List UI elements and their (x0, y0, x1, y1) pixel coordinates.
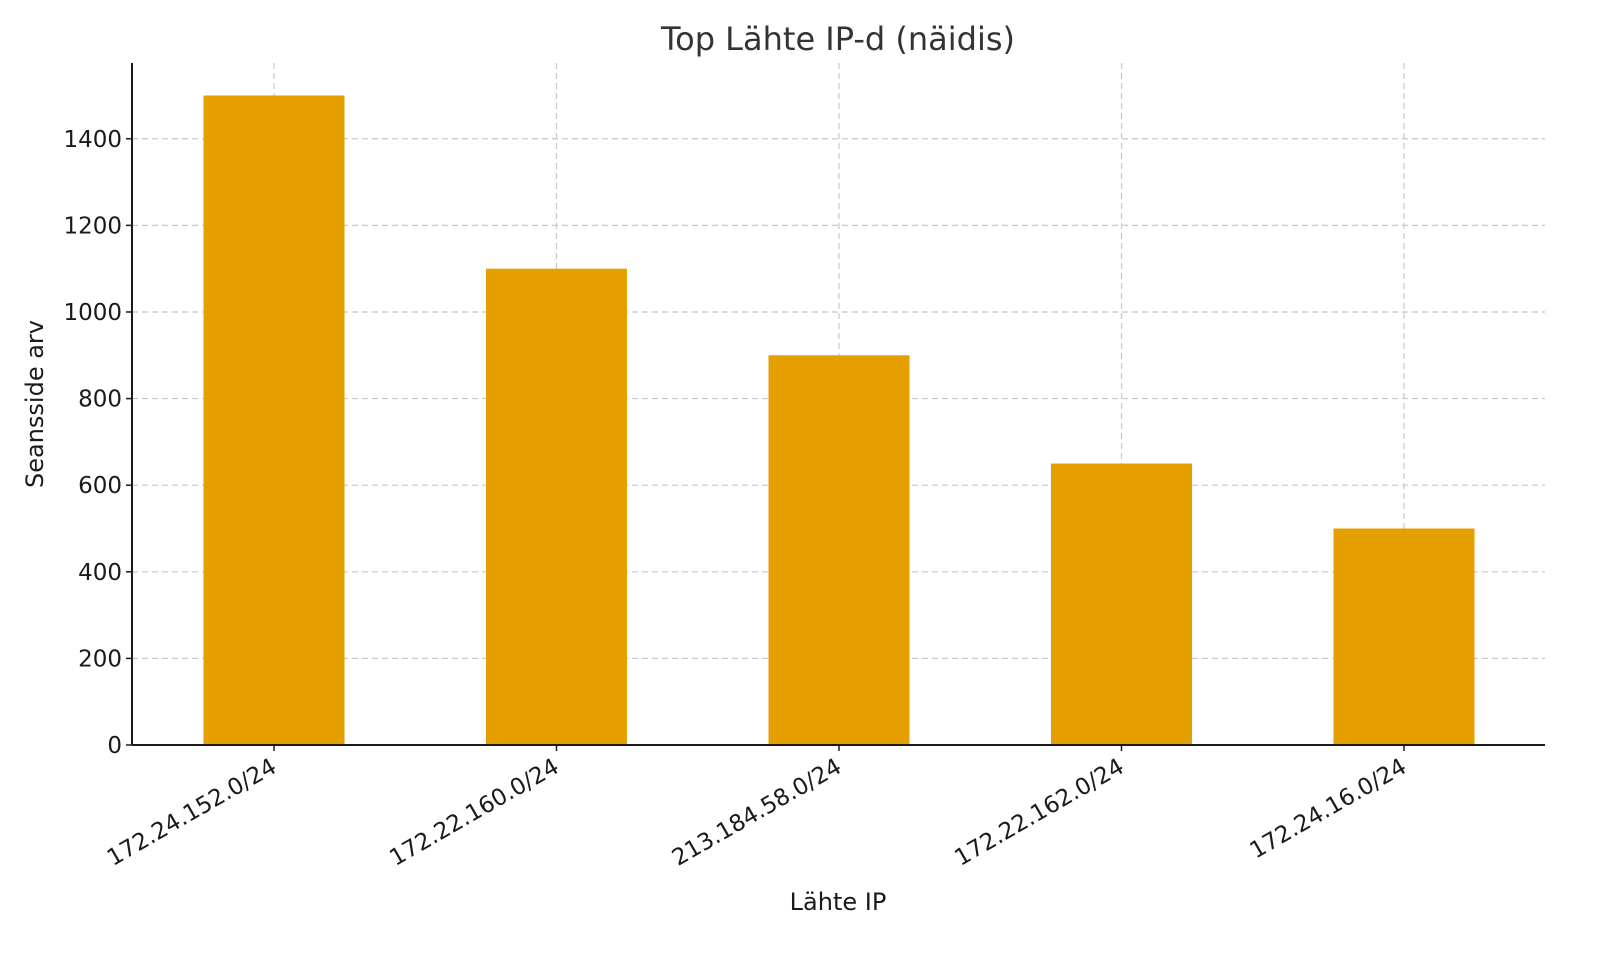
x-tick-label: 213.184.58.0/24 (668, 754, 846, 872)
x-ticks: 172.24.152.0/24 172.22.160.0/24 213.184.58… (103, 745, 1411, 872)
x-tick-label: 172.24.152.0/24 (103, 754, 281, 872)
y-tick-label: 200 (78, 646, 122, 672)
y-tick-label: 800 (78, 387, 122, 413)
y-tick-label: 1200 (63, 213, 122, 239)
y-tick-label: 0 (107, 733, 122, 759)
y-tick-label: 600 (78, 473, 122, 499)
y-ticks: 0 200 400 600 800 1000 1200 1400 (63, 127, 132, 759)
chart-title: Top Lähte IP-d (näidis) (660, 20, 1015, 58)
x-tick-label: 172.24.16.0/24 (1246, 754, 1411, 865)
bar (1333, 528, 1475, 745)
x-tick-label: 172.22.160.0/24 (385, 754, 563, 872)
bar (768, 355, 910, 745)
x-tick-label: 172.22.162.0/24 (950, 754, 1128, 872)
bars (203, 95, 1475, 745)
y-tick-label: 1000 (63, 300, 122, 326)
y-tick-label: 1400 (63, 127, 122, 153)
x-axis-label: Lähte IP (790, 888, 887, 916)
y-tick-label: 400 (78, 560, 122, 586)
y-axis-label: Seansside arv (21, 320, 49, 488)
bar (486, 268, 627, 745)
bar (1051, 463, 1192, 745)
bar (203, 95, 345, 745)
